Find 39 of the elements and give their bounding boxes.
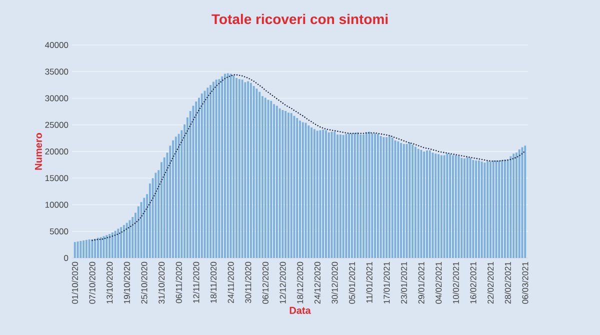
x-tick-label: 29/01/2021	[418, 262, 424, 304]
x-tick-label: 18/12/2020	[296, 262, 304, 304]
x-tick-label: 30/11/2020	[244, 262, 252, 304]
x-tick-label: 11/01/2021	[366, 262, 372, 303]
x-tick-label: 25/10/2020	[141, 262, 148, 304]
x-axis-title: Data	[290, 306, 311, 314]
y-tick-label: 5000	[50, 228, 68, 234]
x-tick-label: 28/02/2021	[504, 262, 511, 304]
x-tick-label: 05/01/2021	[348, 262, 356, 304]
x-tick-label: 10/02/2021	[452, 262, 459, 304]
x-tick-label: 23/01/2021	[400, 262, 408, 304]
x-tick-label: 18/11/2020	[210, 262, 217, 303]
x-tick-label: 22/02/2021	[487, 262, 494, 304]
chart-title: Totale ricoveri con sintomi	[212, 14, 388, 24]
x-tick-label: 12/12/2020	[280, 262, 286, 304]
x-tick-label: 24/12/2020	[314, 262, 320, 304]
x-tick-label: 17/01/2021	[383, 262, 390, 304]
y-tick-label: 15000	[45, 175, 68, 182]
x-tick-label: 19/10/2020	[124, 262, 130, 304]
y-tick-label: 0	[64, 255, 68, 262]
x-tick-label: 30/12/2020	[332, 262, 338, 304]
x-tick-label: 06/12/2020	[262, 262, 268, 304]
x-tick-label: 12/11/2020	[192, 262, 200, 303]
x-tick-label: 04/02/2021	[435, 262, 442, 304]
y-tick-label: 40000	[45, 42, 68, 48]
y-tick-label: 35000	[45, 68, 68, 75]
x-tick-label: 06/11/2020	[176, 262, 182, 304]
y-tick-label: 25000	[45, 122, 68, 128]
x-tick-label: 16/02/2021	[470, 262, 476, 304]
y-tick-label: 30000	[45, 95, 68, 102]
x-tick-label: 01/10/2020	[72, 262, 78, 304]
x-tick-label: 06/03/2021	[522, 262, 528, 304]
y-tick-label: 10000	[45, 202, 68, 208]
x-tick-label: 07/10/2020	[89, 262, 96, 304]
x-tick-label: 13/10/2020	[106, 262, 113, 304]
y-tick-label: 20000	[45, 148, 68, 155]
x-tick-label: 24/11/2020	[228, 262, 234, 304]
x-tick-label: 31/10/2020	[158, 262, 165, 304]
y-axis-title: Numero	[34, 133, 42, 170]
